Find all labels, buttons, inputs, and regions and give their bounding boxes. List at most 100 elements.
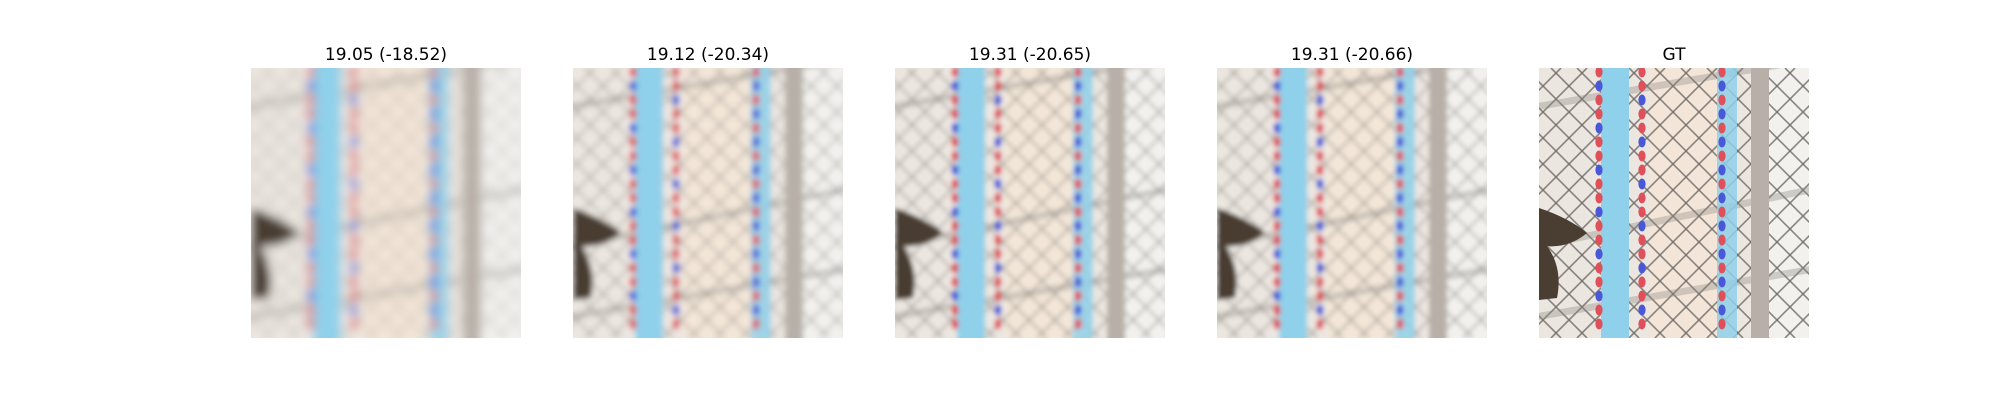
scene-image [1217,68,1487,338]
bead [1273,234,1281,246]
panel-image [251,68,521,338]
cyan-tube [1601,68,1629,338]
shadow-bar [895,68,1138,110]
pole [785,68,803,338]
panel-image [1217,68,1487,338]
bead [350,68,358,78]
fence-wire [1602,130,1809,338]
bead [1595,68,1603,78]
bead [672,150,680,162]
bead [951,248,959,260]
fence-wire [1436,68,1487,120]
bead [307,290,315,302]
bead [672,262,680,274]
bead [1595,262,1603,274]
fence-wire [573,68,752,248]
bead [994,290,1002,302]
bead [1638,248,1646,260]
bead [430,122,438,134]
bead [629,178,637,190]
dark-object [1217,208,1265,300]
bead [1718,80,1726,92]
bead [1273,178,1281,190]
fence-wire [1217,236,1318,338]
bead [1595,318,1603,330]
bead [1718,304,1726,316]
bead [752,164,760,176]
fence-wire [1114,68,1165,120]
bead [430,220,438,232]
bead [752,220,760,232]
bead [1718,192,1726,204]
bead [1718,164,1726,176]
bead [1595,108,1603,120]
bead [350,80,358,92]
bead [430,318,438,330]
bead [951,68,959,78]
shadow-bar [1217,266,1487,320]
bead [350,192,358,204]
bead [951,164,959,176]
bead [672,318,680,330]
panel-title: 19.05 (-18.52) [324,45,448,65]
bead [1273,80,1281,92]
bead [1396,68,1404,78]
bead [1074,220,1082,232]
bead [1074,234,1082,246]
bead [1396,94,1404,106]
bead [672,220,680,232]
bead [1396,206,1404,218]
bead [307,80,315,92]
bead [1718,68,1726,78]
dark-object [573,208,621,300]
bead [629,318,637,330]
bead [629,136,637,148]
bead [752,206,760,218]
bead [994,262,1002,274]
fence-wire [895,68,1152,326]
bead [1316,318,1324,330]
bead [350,220,358,232]
bead [1316,150,1324,162]
bead [430,276,438,288]
bead [629,68,637,78]
fence-wire [1217,68,1292,144]
bead [752,68,760,78]
bead [1638,122,1646,134]
bead [350,164,358,176]
bead [430,248,438,260]
bead [1638,80,1646,92]
bead [1718,94,1726,106]
fence-wire [251,68,300,118]
bead [1273,304,1281,316]
bead [1595,150,1603,162]
bead [1273,164,1281,176]
bead [994,178,1002,190]
bead [752,262,760,274]
bead [1316,262,1324,274]
fence-wire [766,68,843,146]
bead [307,136,315,148]
cyan-tube [635,68,663,338]
shadow-bar [1217,68,1460,110]
bead [1595,122,1603,134]
bead [672,136,680,148]
fence-wire [1539,68,1640,170]
fence-wire [470,286,521,338]
bead [1316,136,1324,148]
scene-image [1539,68,1809,338]
shadow-bar [251,266,521,320]
bead [629,108,637,120]
bead [994,206,1002,218]
bead [307,178,315,190]
fence-wire [1539,68,1614,144]
fence-wire [895,68,996,170]
bead [1396,220,1404,232]
bead [1595,192,1603,204]
bead [1273,122,1281,134]
bead [951,136,959,148]
bead [629,150,637,162]
fence-wire [1732,68,1809,146]
bead [629,262,637,274]
bead [1718,248,1726,260]
